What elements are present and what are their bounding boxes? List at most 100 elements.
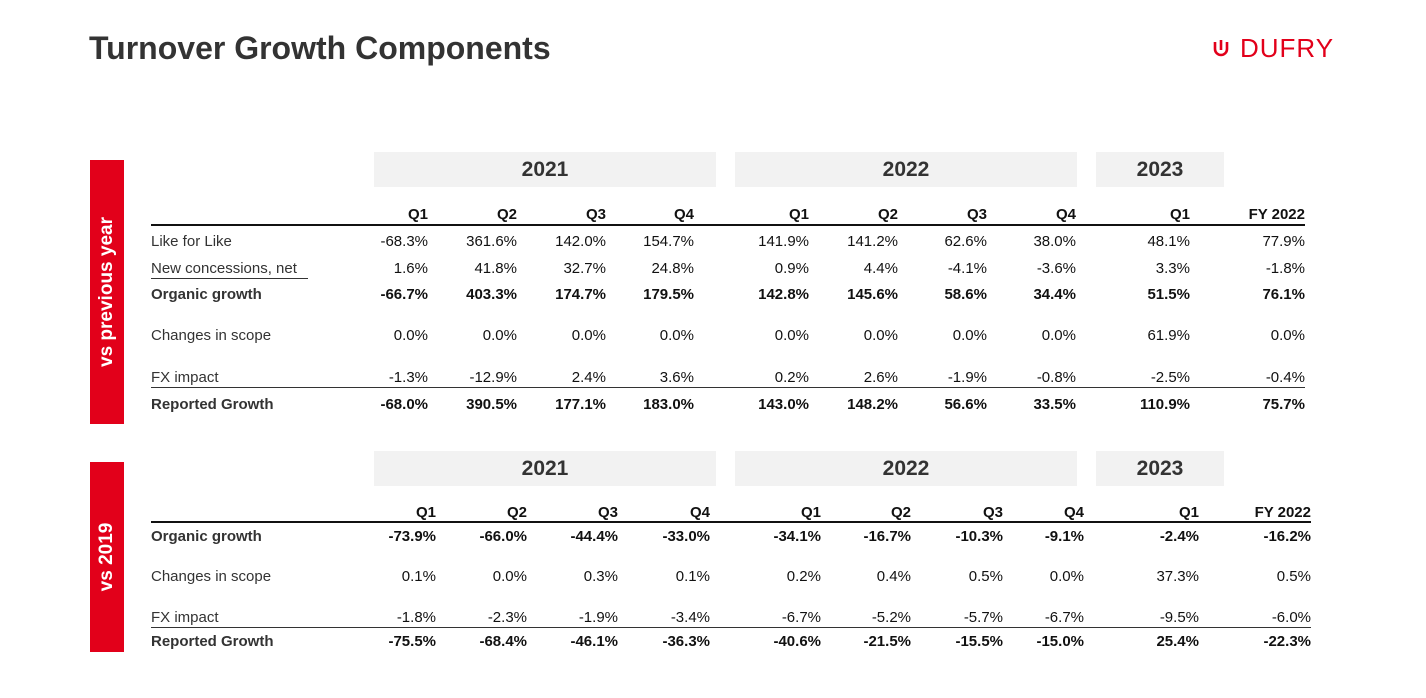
row-label: Organic growth [151,528,262,545]
table-cell: -0.8% [1036,369,1076,386]
table-cell: 154.7% [643,233,694,250]
table-cell: -68.0% [380,396,428,413]
table-cell: -16.2% [1263,528,1311,545]
table-cell: -36.3% [662,633,710,650]
table-cell: 0.0% [1049,568,1084,585]
table-cell: 0.0% [774,327,809,344]
table-cell: 61.9% [1147,327,1190,344]
table-cell: -16.7% [863,528,911,545]
year-header-2023: 2023 [1096,152,1224,187]
dufry-logo-icon [1212,38,1230,58]
table-cell: -3.6% [1036,260,1076,277]
row-label: FX impact [151,609,219,626]
section-side-label-text: vs 2019 [96,522,117,592]
column-header: Q1 [800,504,821,521]
table-cell: 0.0% [1041,327,1076,344]
table-cell: -5.7% [963,609,1003,626]
table-cell: 183.0% [643,396,694,413]
column-header: Q2 [890,504,911,521]
table-cell: -9.1% [1044,528,1084,545]
column-header: Q1 [407,206,428,223]
table-cell: 58.6% [944,286,987,303]
row-rule [151,278,308,279]
table-cell: 177.1% [555,396,606,413]
table-cell: 148.2% [847,396,898,413]
table-cell: 0.1% [675,568,710,585]
row-rule [151,627,1311,628]
table-cell: 0.0% [863,327,898,344]
column-header: Q4 [673,206,694,223]
table-cell: 0.5% [968,568,1003,585]
table-cell: 62.6% [944,233,987,250]
column-header: Q3 [585,206,606,223]
row-rule [151,387,1305,388]
table-cell: 24.8% [651,260,694,277]
table-cell: 37.3% [1156,568,1199,585]
table-cell: 0.9% [774,260,809,277]
column-header: Q1 [1178,504,1199,521]
row-label: Organic growth [151,286,262,303]
table-cell: -73.9% [388,528,436,545]
table-cell: 0.0% [952,327,987,344]
table-cell: 0.0% [659,327,694,344]
table-cell: -9.5% [1159,609,1199,626]
table-cell: 0.0% [571,327,606,344]
table-cell: 32.7% [563,260,606,277]
table-cell: -68.3% [380,233,428,250]
table-cell: 48.1% [1147,233,1190,250]
table-cell: 141.9% [758,233,809,250]
column-header: Q1 [415,504,436,521]
page-title: Turnover Growth Components [89,30,551,66]
row-label: Like for Like [151,233,232,250]
column-header: FY 2022 [1254,504,1311,521]
row-label: New concessions, net [151,260,297,277]
table-cell: -15.0% [1036,633,1084,650]
table-cell: 25.4% [1156,633,1199,650]
table-cell: -0.4% [1265,369,1305,386]
header-rule [151,521,1311,523]
column-header: Q3 [597,504,618,521]
column-header: FY 2022 [1248,206,1305,223]
table-cell: -4.1% [947,260,987,277]
table-cell: -10.3% [955,528,1003,545]
table-cell: -40.6% [773,633,821,650]
table-cell: -2.4% [1159,528,1199,545]
table-cell: 142.8% [758,286,809,303]
table-cell: 2.4% [571,369,606,386]
table-cell: -1.3% [388,369,428,386]
table-cell: -12.9% [469,369,517,386]
section-side-label: vs previous year [90,160,124,424]
table-cell: 3.6% [659,369,694,386]
table-cell: 2.6% [863,369,898,386]
column-header: Q2 [496,206,517,223]
table-cell: -44.4% [570,528,618,545]
column-header: Q2 [506,504,527,521]
row-label: Changes in scope [151,568,272,585]
table-cell: -75.5% [388,633,436,650]
section-side-label-text: vs previous year [96,217,117,367]
table-cell: 38.0% [1033,233,1076,250]
row-label: Reported Growth [151,396,274,413]
table-cell: 142.0% [555,233,606,250]
column-header: Q4 [1063,504,1084,521]
table-cell: 361.6% [466,233,517,250]
table-cell: -2.5% [1150,369,1190,386]
table-cell: 0.0% [1270,327,1305,344]
table-cell: -6.0% [1271,609,1311,626]
table-cell: 75.7% [1262,396,1305,413]
table-cell: 143.0% [758,396,809,413]
table-cell: 56.6% [944,396,987,413]
table-cell: 179.5% [643,286,694,303]
year-header-2022: 2022 [735,152,1077,187]
table-cell: 403.3% [466,286,517,303]
column-header: Q4 [1055,206,1076,223]
table-cell: -1.8% [1265,260,1305,277]
table-cell: 174.7% [555,286,606,303]
table-cell: 41.8% [474,260,517,277]
column-header: Q3 [982,504,1003,521]
table-cell: -21.5% [863,633,911,650]
row-label: FX impact [151,369,219,386]
table-cell: -6.7% [781,609,821,626]
column-header: Q2 [877,206,898,223]
table-cell: -66.7% [380,286,428,303]
